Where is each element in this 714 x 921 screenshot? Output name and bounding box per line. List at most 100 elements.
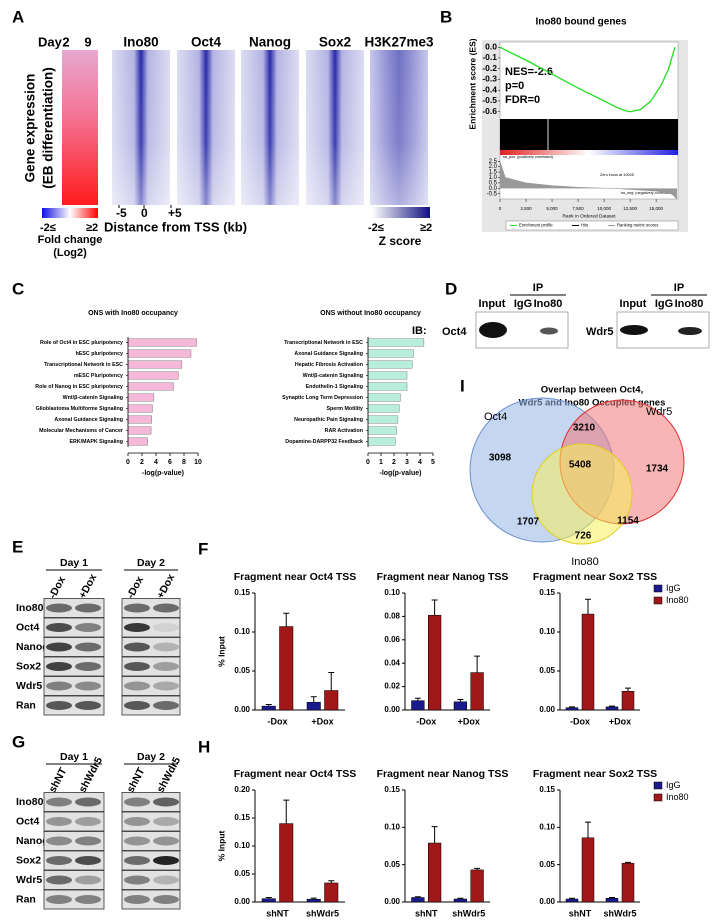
heatmap-title: Sox2 — [319, 35, 351, 50]
y-tick-label: 0.10 — [384, 822, 400, 831]
y-tick-label: 0.15 — [539, 785, 555, 794]
metric-strip — [500, 150, 678, 155]
error-bar — [609, 705, 615, 707]
venn-title: Overlap between Oct4, — [541, 385, 643, 396]
y-tick-label: 0.00 — [384, 897, 400, 906]
x-tick-label: shNT — [569, 908, 592, 918]
bar — [411, 897, 425, 903]
bar — [581, 613, 595, 711]
category-label: RAR Activation — [325, 428, 363, 434]
category-label: Hepatic Fibrosis Activation — [295, 362, 363, 368]
bar — [367, 382, 408, 391]
band — [124, 681, 150, 691]
y-tick-label: 0.05 — [539, 666, 555, 675]
strip-label: Zero cross at 10928 — [600, 173, 634, 177]
lane-label: -Dox — [47, 574, 69, 600]
x-tick-label: shNT — [266, 908, 289, 918]
y-tick-label: 0.00 — [384, 705, 400, 714]
blot — [121, 598, 181, 618]
error-bar — [625, 861, 631, 864]
error-bar — [474, 655, 481, 673]
y2-tick-label: 0.0 — [489, 186, 498, 192]
category-label: Wnt/β-catenin Signaling — [303, 373, 363, 379]
y-tick-label: -0.1 — [482, 52, 497, 62]
strip-label: 'na_neg' (negatively correlated) — [620, 191, 673, 195]
y-tick-label: 0.15 — [234, 588, 250, 597]
y-tick-label: 0.00 — [539, 705, 555, 714]
x-axis-label: -log(p-value) — [142, 470, 184, 477]
band — [540, 327, 558, 335]
error-bar — [414, 896, 421, 898]
bar — [127, 371, 179, 380]
venn-count: 726 — [575, 531, 592, 542]
band — [124, 623, 150, 632]
x-tick-label: shWdr5 — [452, 908, 485, 918]
bar — [428, 842, 442, 903]
y-tick-label: 0.00 — [539, 897, 555, 906]
chart-title: Fragment near Oct4 TSS — [234, 768, 357, 780]
blot — [43, 870, 105, 890]
error-bar — [283, 612, 290, 627]
chart-title: Fragment near Sox2 TSS — [533, 768, 657, 780]
colorbar-title: Z score — [379, 234, 422, 248]
category-label: Molecular Mechanisms of Cancer — [39, 428, 123, 434]
y-axis-label: Enrichment score (ES) — [467, 38, 477, 129]
category-label: Axonal Guidance Signaling — [54, 417, 123, 423]
category-label: Neuropathic Pain Signaling — [294, 417, 363, 423]
y-tick-label: 0.08 — [384, 612, 400, 621]
error-bar — [283, 799, 290, 824]
x-tick-label: 0 — [366, 459, 370, 466]
target-label: Wdr5 — [586, 326, 614, 338]
error-bar — [414, 697, 421, 701]
heatmap-title: Nanog — [249, 35, 291, 50]
error-bar — [625, 687, 631, 692]
band — [153, 836, 179, 846]
x-tick-label: +5 — [168, 206, 182, 220]
band — [124, 642, 150, 652]
x-tick-label: 10 — [194, 459, 202, 466]
panel-label: F — [198, 539, 208, 558]
y-tick-label: 0.15 — [384, 785, 400, 794]
set-label: Wdr5 — [646, 406, 672, 418]
band — [75, 797, 101, 807]
x-tick-label: -5 — [116, 206, 127, 220]
band — [46, 662, 72, 671]
heatmap-fade — [112, 50, 170, 205]
band — [124, 603, 150, 613]
panel-label: H — [198, 737, 210, 756]
bar — [306, 701, 321, 711]
bar — [367, 426, 397, 435]
band — [153, 642, 179, 652]
y2-tick-label: 1.0 — [489, 175, 498, 181]
day: 9 — [84, 34, 91, 49]
row-label: Oct4 — [16, 815, 40, 827]
row-label: Nanog — [16, 641, 49, 653]
category-label: Endothelin-1 Signaling — [306, 384, 363, 390]
chart-title: Fragment near Oct4 TSS — [234, 571, 357, 583]
hits-panel — [500, 119, 678, 150]
x-tick-label: shNT — [415, 908, 438, 918]
band — [620, 325, 648, 335]
bar — [565, 707, 579, 711]
bar — [127, 360, 183, 369]
blot — [43, 598, 105, 618]
bar — [367, 437, 396, 446]
x-tick-label: 2 — [392, 459, 396, 466]
blot — [121, 637, 181, 657]
category-label: Sperm Motility — [327, 406, 364, 412]
blot — [43, 811, 105, 832]
x-tick-label: 2,500 — [520, 206, 532, 211]
ib-label: IB: — [412, 325, 427, 337]
error-bar — [569, 706, 575, 708]
bar — [453, 701, 467, 711]
x-tick-label: 8 — [182, 459, 186, 466]
day-label: Day 1 — [60, 557, 88, 569]
error-bar — [310, 897, 317, 900]
x-tick-label: 5 — [431, 459, 435, 466]
blot — [121, 676, 181, 696]
band — [678, 327, 702, 335]
annotation: FDR=0 — [505, 94, 540, 106]
bar — [127, 382, 174, 391]
y-tick-label: 0.02 — [384, 682, 400, 691]
error-bar — [265, 704, 272, 707]
